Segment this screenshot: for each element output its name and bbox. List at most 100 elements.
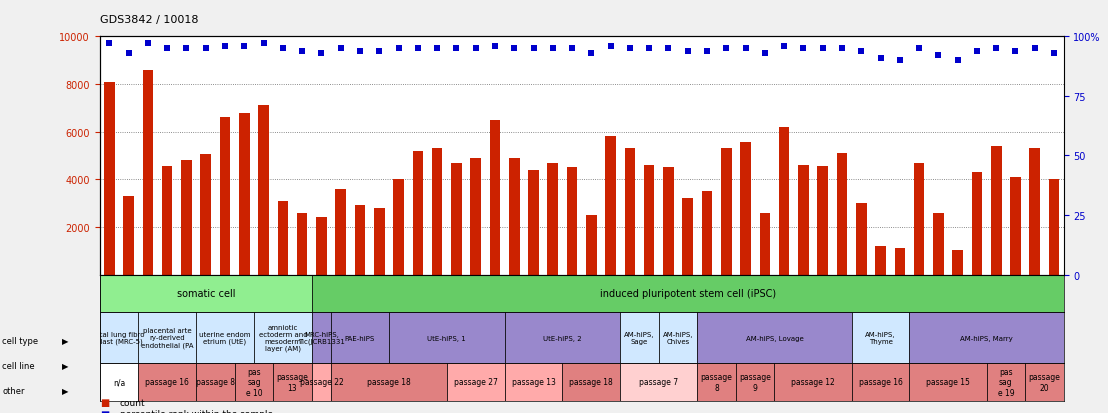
Text: AM-hiPS, Marry: AM-hiPS, Marry (961, 335, 1013, 341)
Bar (972, 173, 982, 275)
Bar (529, 170, 538, 275)
Bar (389, 312, 504, 363)
Text: uterine endom
etrium (UtE): uterine endom etrium (UtE) (199, 331, 250, 344)
Bar (100, 312, 138, 363)
Text: ▶: ▶ (62, 361, 69, 370)
Bar (490, 120, 500, 275)
Text: induced pluripotent stem cell (iPSC): induced pluripotent stem cell (iPSC) (599, 289, 776, 299)
Bar (914, 163, 924, 275)
Bar (625, 149, 635, 275)
Bar (644, 166, 655, 275)
Text: amniotic
ectoderm and
mesoderm
layer (AM): amniotic ectoderm and mesoderm layer (AM… (258, 324, 307, 351)
Bar (138, 312, 196, 363)
Bar (721, 149, 731, 275)
Bar (331, 363, 447, 401)
Bar (894, 249, 905, 275)
Text: placental arte
ry-derived
endothelial (PA: placental arte ry-derived endothelial (P… (141, 328, 194, 348)
Bar (235, 363, 274, 401)
Bar (331, 312, 389, 363)
Text: fetal lung fibro
blast (MRC-5): fetal lung fibro blast (MRC-5) (93, 331, 145, 344)
Bar (664, 168, 674, 275)
Bar (547, 163, 558, 275)
Bar (311, 275, 1064, 312)
Bar (355, 206, 366, 275)
Bar (451, 163, 462, 275)
Bar (196, 363, 235, 401)
Bar (143, 71, 153, 275)
Bar (219, 118, 230, 275)
Text: passage 27: passage 27 (454, 377, 497, 387)
Text: pas
sag
e 19: pas sag e 19 (997, 367, 1014, 397)
Text: passage
8: passage 8 (700, 372, 732, 392)
Text: cell type: cell type (2, 336, 39, 345)
Bar (196, 312, 254, 363)
Bar (620, 363, 697, 401)
Bar (1029, 149, 1040, 275)
Bar (852, 312, 910, 363)
Text: UtE-hiPS, 2: UtE-hiPS, 2 (543, 335, 582, 341)
Text: passage 18: passage 18 (367, 377, 411, 387)
Text: passage 16: passage 16 (859, 377, 902, 387)
Bar (504, 363, 563, 401)
Bar (620, 312, 659, 363)
Bar (852, 363, 910, 401)
Bar (447, 363, 504, 401)
Text: somatic cell: somatic cell (176, 289, 235, 299)
Text: ■: ■ (100, 409, 109, 413)
Bar (837, 154, 848, 275)
Text: PAE-hiPS: PAE-hiPS (345, 335, 376, 341)
Bar (311, 312, 331, 363)
Bar (311, 363, 331, 401)
Bar (774, 363, 852, 401)
Bar (605, 137, 616, 275)
Text: pas
sag
e 10: pas sag e 10 (246, 367, 263, 397)
Bar (856, 204, 866, 275)
Text: GDS3842 / 10018: GDS3842 / 10018 (100, 15, 198, 25)
Text: passage 22: passage 22 (299, 377, 343, 387)
Text: ▶: ▶ (62, 386, 69, 395)
Text: passage 13: passage 13 (512, 377, 555, 387)
Bar (297, 213, 307, 275)
Bar (201, 155, 211, 275)
Text: passage
9: passage 9 (739, 372, 771, 392)
Bar (659, 312, 697, 363)
Text: UtE-hiPS, 1: UtE-hiPS, 1 (428, 335, 466, 341)
Bar (375, 209, 384, 275)
Bar (471, 159, 481, 275)
Text: AM-hiPS,
Chives: AM-hiPS, Chives (663, 331, 694, 344)
Bar (683, 199, 692, 275)
Bar (254, 312, 311, 363)
Bar (138, 363, 196, 401)
Bar (910, 312, 1064, 363)
Bar (100, 363, 138, 401)
Text: ■: ■ (100, 397, 109, 407)
Bar (162, 167, 173, 275)
Bar (875, 247, 885, 275)
Text: passage 8: passage 8 (196, 377, 235, 387)
Text: n/a: n/a (113, 377, 125, 387)
Bar (278, 201, 288, 275)
Bar (504, 312, 620, 363)
Bar (697, 312, 852, 363)
Text: AM-hiPS,
Sage: AM-hiPS, Sage (624, 331, 655, 344)
Bar (991, 147, 1002, 275)
Bar (509, 159, 520, 275)
Text: passage 7: passage 7 (639, 377, 678, 387)
Text: passage 16: passage 16 (145, 377, 189, 387)
Bar (182, 161, 192, 275)
Text: other: other (2, 386, 24, 395)
Bar (910, 363, 986, 401)
Text: AM-hiPS, Lovage: AM-hiPS, Lovage (746, 335, 803, 341)
Text: passage 12: passage 12 (791, 377, 835, 387)
Bar (432, 149, 442, 275)
Bar (1010, 178, 1020, 275)
Bar (563, 363, 620, 401)
Bar (760, 213, 770, 275)
Bar (316, 218, 327, 275)
Bar (586, 216, 596, 275)
Bar (274, 363, 311, 401)
Bar (779, 128, 789, 275)
Bar (567, 168, 577, 275)
Bar (258, 106, 269, 275)
Bar (986, 363, 1025, 401)
